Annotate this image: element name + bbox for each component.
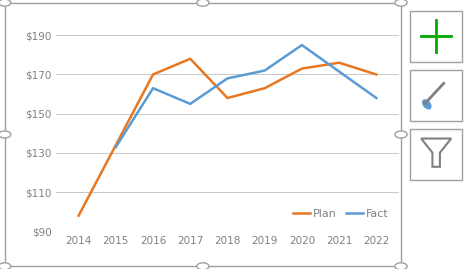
Ellipse shape	[422, 99, 431, 109]
Legend: Plan, Fact: Plan, Fact	[289, 205, 393, 224]
